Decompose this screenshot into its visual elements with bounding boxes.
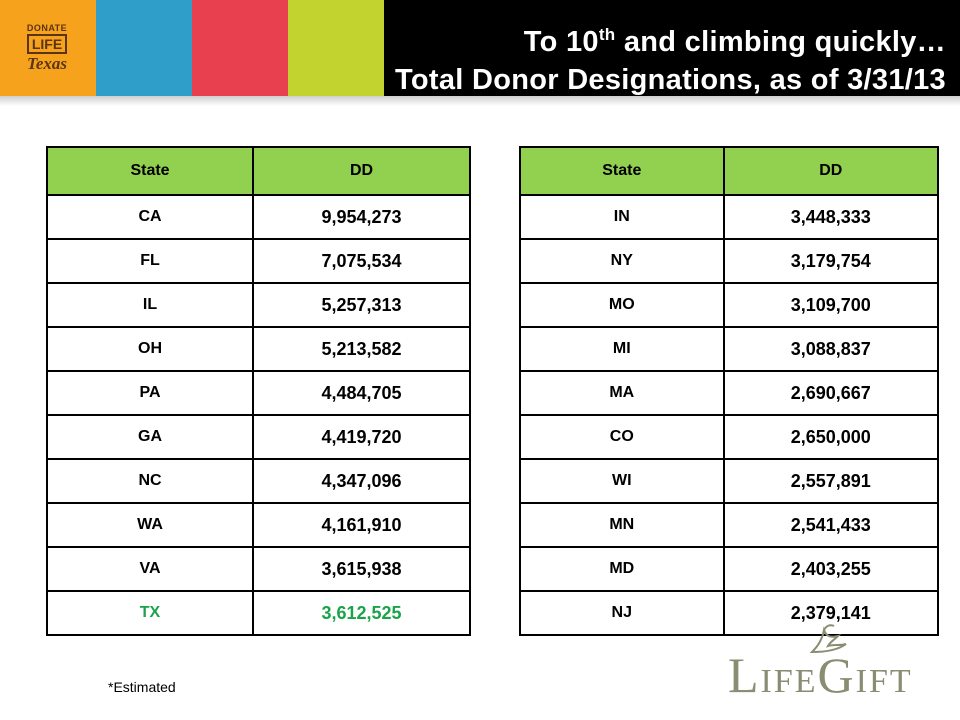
state-cell: NJ (519, 590, 725, 636)
table-row: OH 5,213,582 (46, 326, 471, 372)
dd-count-cell: 3,612,525 (252, 590, 471, 636)
state-cell: PA (46, 370, 254, 416)
column-header-state: State (46, 146, 254, 196)
state-cell: CA (46, 194, 254, 240)
column-header-state: State (519, 146, 725, 196)
state-cell: CO (519, 414, 725, 460)
table-row: CO 2,650,000 (519, 414, 940, 460)
table-row: IL 5,257,313 (46, 282, 471, 328)
lifegift-wordmark: LIFEGIFT (728, 647, 913, 703)
title-line-2: Total Donor Designations, as of 3/31/13 (394, 64, 946, 96)
dd-count-cell: 3,088,837 (722, 326, 940, 372)
dd-count-cell: 4,347,096 (252, 458, 471, 504)
table-row: NJ 2,379,141 (519, 590, 940, 636)
title-line-1: To 10th and climbing quickly… (523, 25, 946, 58)
dd-count-cell: 2,541,433 (722, 502, 940, 548)
state-cell: OH (46, 326, 254, 372)
lifegift-logo: LIFEGIFT (726, 622, 936, 700)
dd-count-cell: 3,448,333 (722, 194, 940, 240)
column-header-dd: DD (722, 146, 940, 196)
green-stripe (288, 0, 384, 96)
table-row: PA 4,484,705 (46, 370, 471, 416)
table-row: GA 4,419,720 (46, 414, 471, 460)
state-cell: VA (46, 546, 254, 592)
table-row: VA 3,615,938 (46, 546, 471, 592)
dd-count-cell: 3,109,700 (722, 282, 940, 328)
table-row: MN 2,541,433 (519, 502, 940, 548)
state-cell: NY (519, 238, 725, 284)
table-row: TX 3,612,525 (46, 590, 471, 636)
table-row: NC 4,347,096 (46, 458, 471, 504)
blue-stripe (96, 0, 192, 96)
state-cell: MI (519, 326, 725, 372)
dd-count-cell: 2,690,667 (722, 370, 940, 416)
state-cell: MD (519, 546, 725, 592)
dd-count-cell: 5,257,313 (252, 282, 471, 328)
dd-count-cell: 4,161,910 (252, 502, 471, 548)
state-cell: IN (519, 194, 725, 240)
dd-count-cell: 2,650,000 (722, 414, 940, 460)
slide-title: To 10th and climbing quickly… Total Dono… (395, 16, 946, 99)
table-row: MI 3,088,837 (519, 326, 940, 372)
table-row: WA 4,161,910 (46, 502, 471, 548)
right-designations-table: State DD IN 3,448,333 NY 3,179,754 MO 3,109,7… (519, 146, 940, 636)
table-row: IN 3,448,333 (519, 194, 940, 240)
dd-count-cell: 4,419,720 (252, 414, 471, 460)
table-row: FL 7,075,534 (46, 238, 471, 284)
estimated-footnote: *Estimated (108, 679, 176, 695)
state-cell: MA (519, 370, 725, 416)
dove-icon (809, 624, 847, 654)
column-header-dd: DD (252, 146, 471, 196)
dd-count-cell: 3,615,938 (252, 546, 471, 592)
state-cell: MO (519, 282, 725, 328)
state-cell: NC (46, 458, 254, 504)
table-row: NY 3,179,754 (519, 238, 940, 284)
dd-count-cell: 2,403,255 (722, 546, 940, 592)
dd-count-cell: 3,179,754 (722, 238, 940, 284)
left-designations-table: State DD CA 9,954,273 FL 7,075,534 IL 5,257,3… (46, 146, 471, 636)
state-cell: WA (46, 502, 254, 548)
state-cell: WI (519, 458, 725, 504)
header-shadow (0, 96, 960, 106)
table-row: WI 2,557,891 (519, 458, 940, 504)
donate-life-texas-logo: DONATE LIFE Texas (26, 23, 68, 73)
table-row: MA 2,690,667 (519, 370, 940, 416)
table-row: MO 3,109,700 (519, 282, 940, 328)
dd-count-cell: 7,075,534 (252, 238, 471, 284)
state-cell: TX (46, 590, 254, 636)
dd-count-cell: 4,484,705 (252, 370, 471, 416)
state-cell: GA (46, 414, 254, 460)
dd-count-cell: 9,954,273 (252, 194, 471, 240)
state-cell: MN (519, 502, 725, 548)
dd-count-cell: 2,379,141 (722, 590, 940, 636)
state-cell: FL (46, 238, 254, 284)
state-cell: IL (46, 282, 254, 328)
orange-stripe (0, 0, 96, 96)
table-row: CA 9,954,273 (46, 194, 471, 240)
dd-count-cell: 5,213,582 (252, 326, 471, 372)
dd-count-cell: 2,557,891 (722, 458, 940, 504)
red-stripe (192, 0, 288, 96)
header-band: DONATE LIFE Texas To 10th and climbing q… (0, 0, 960, 96)
table-row: MD 2,403,255 (519, 546, 940, 592)
